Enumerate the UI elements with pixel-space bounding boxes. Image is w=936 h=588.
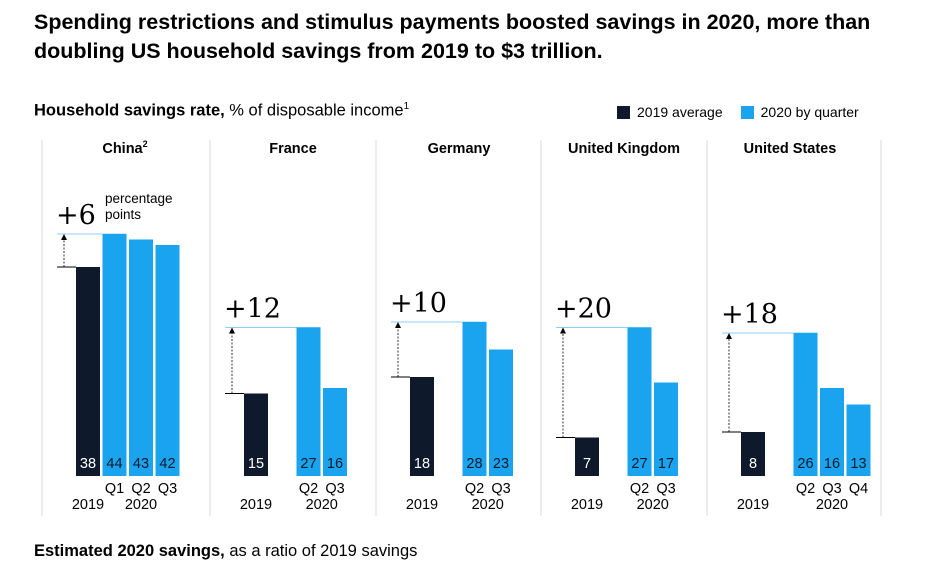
year-label-2020: 2020 [125, 497, 157, 513]
category-label-q2: Q2 [796, 481, 815, 497]
bar-value-label: 27 [631, 456, 647, 472]
bar-value-label: 15 [248, 456, 264, 472]
bar-value-label: 38 [80, 456, 96, 472]
category-label-q3: Q3 [325, 481, 344, 497]
category-label-q2: Q2 [299, 481, 318, 497]
bar-value-label: 43 [133, 456, 149, 472]
change-arrow-head [229, 327, 235, 334]
legend-swatch-2019 [617, 105, 630, 119]
legend: 2019 average 2020 by quarter [617, 104, 859, 120]
legend-item-2020: 2020 by quarter [740, 104, 859, 120]
bar-2019 [244, 393, 268, 476]
panel-title: United States [744, 141, 837, 157]
bar-q3 [155, 245, 180, 476]
subtitle-bold: Household savings rate, [34, 101, 225, 120]
bar-value-label: 16 [327, 456, 343, 472]
footer-rest: as a ratio of 2019 savings [224, 542, 418, 560]
bar-value-label: 26 [797, 456, 813, 472]
category-label-q1: Q1 [105, 481, 124, 497]
bar-q3 [654, 382, 678, 476]
bar-value-label: 42 [159, 456, 175, 472]
category-label-2019: 2019 [571, 497, 603, 513]
change-arrow-head [726, 333, 732, 339]
footer-bold: Estimated 2020 savings, [34, 542, 225, 560]
change-label: +20 [555, 294, 612, 325]
category-label-q3: Q3 [822, 481, 841, 497]
chart-subtitle: Household savings rate, % of disposable … [34, 101, 409, 121]
bar-q2 [462, 322, 487, 476]
bar-value-label: 18 [414, 456, 430, 472]
change-note-line-1: percentage [105, 191, 173, 206]
bar-q2 [627, 327, 652, 476]
bar-value-label: 13 [850, 456, 866, 472]
panel-title: France [269, 141, 317, 157]
change-arrow-head [395, 322, 401, 328]
bar-value-label: 17 [658, 456, 674, 472]
bar-q2 [296, 327, 321, 476]
category-label-q2: Q2 [131, 481, 150, 497]
panel-title: United Kingdom [568, 141, 680, 157]
change-label: +6 [56, 200, 96, 231]
bar-q3 [489, 349, 513, 476]
bar-q2 [793, 333, 818, 476]
bar-2019 [76, 267, 100, 476]
footer-caption: Estimated 2020 savings, as a ratio of 20… [34, 542, 417, 561]
legend-swatch-2020 [740, 105, 754, 119]
bar-q3 [323, 388, 347, 476]
bar-q3 [820, 388, 844, 476]
bar-q2 [129, 239, 153, 476]
category-label-q3: Q3 [491, 481, 510, 497]
subtitle-rest: % of disposable income [224, 101, 404, 120]
bar-value-label: 7 [583, 456, 591, 472]
chart-title: Spending restrictions and stimulus payme… [34, 10, 871, 63]
change-arrow-head [61, 234, 67, 240]
year-label-2020: 2020 [306, 497, 338, 513]
change-note-line-2: points [105, 207, 141, 222]
change-label: +18 [721, 299, 778, 330]
bar-value-label: 27 [300, 456, 316, 472]
change-arrow-head [560, 327, 566, 334]
bar-value-label: 23 [493, 456, 509, 472]
bar-q4 [846, 404, 871, 476]
category-label-2019: 2019 [406, 497, 438, 513]
bar-value-label: 16 [824, 456, 840, 472]
bar-value-label: 28 [466, 456, 482, 472]
legend-label-2019: 2019 average [637, 104, 723, 120]
bar-2019 [741, 432, 765, 476]
category-label-2019: 2019 [737, 497, 769, 513]
category-label-2019: 2019 [240, 497, 272, 513]
legend-label-2020: 2020 by quarter [760, 104, 859, 120]
panel-title: China2 [102, 139, 147, 157]
category-label-q2: Q2 [465, 481, 484, 497]
change-label: +10 [390, 288, 447, 319]
year-label-2020: 2020 [472, 497, 504, 513]
legend-item-2019: 2019 average [617, 104, 723, 120]
bar-2019 [410, 377, 434, 476]
panel-title: Germany [428, 141, 491, 157]
category-label-q3: Q3 [158, 481, 177, 497]
change-label: +12 [224, 294, 281, 325]
bar-value-label: 44 [106, 456, 122, 472]
category-label-q3: Q3 [656, 481, 675, 497]
bar-value-label: 8 [749, 456, 757, 472]
category-label-q2: Q2 [630, 481, 649, 497]
bar-2019 [575, 437, 599, 476]
bar-q1 [102, 234, 127, 476]
year-label-2020: 2020 [637, 497, 669, 513]
category-label-q4: Q4 [849, 481, 868, 497]
panel-dividers [41, 140, 882, 516]
category-label-2019: 2019 [72, 497, 104, 513]
subtitle-footnote: 1 [403, 101, 410, 112]
panel-title-footnote: 2 [143, 139, 148, 149]
year-label-2020: 2020 [816, 497, 848, 513]
